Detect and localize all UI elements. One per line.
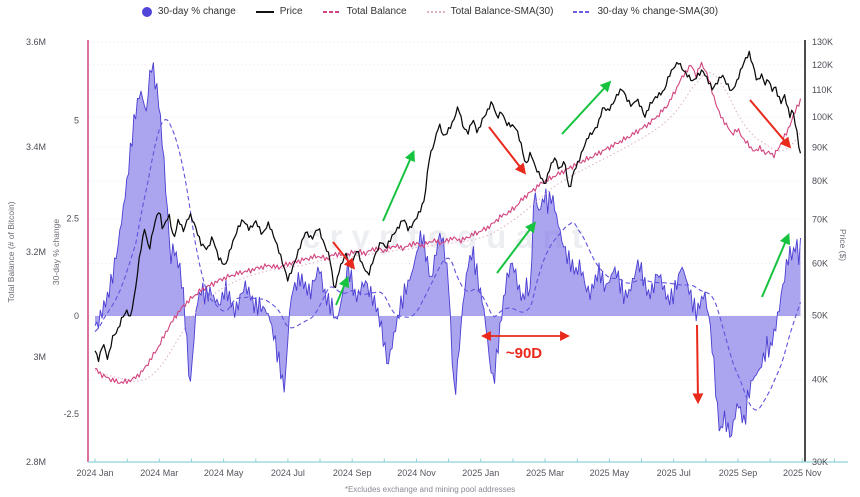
legend-item-30d-change[interactable]: 30-day % change <box>141 6 236 17</box>
month-label: 2024 Jul <box>271 468 305 478</box>
pct-change-dot-icon <box>141 6 152 17</box>
downtrend-arrow <box>332 241 356 270</box>
uptrend-arrow <box>335 275 350 306</box>
downtrend-arrow <box>749 99 792 149</box>
pct-change-sma-line-icon <box>573 10 592 13</box>
balance-tick-label: 3M <box>33 352 46 362</box>
total-balance-sma-line <box>94 72 801 382</box>
uptrend-arrow <box>496 221 536 274</box>
pct-tick-label: 0 <box>74 311 79 321</box>
month-label: 2025 Mar <box>526 468 564 478</box>
month-label: 2025 Jan <box>462 468 499 478</box>
downtrend-arrow <box>488 126 527 175</box>
price-tick-label: 110K <box>812 85 832 95</box>
legend-label: Total Balance <box>346 6 407 17</box>
total-balance-sma-line-icon <box>426 10 445 13</box>
price-axis-title: Price ($) <box>838 229 848 261</box>
price-tick-label: 30K <box>812 457 828 467</box>
balance-tick-label: 3.4M <box>26 142 46 152</box>
balance-tick-label: 2.8M <box>26 457 46 467</box>
legend-label: Price <box>279 6 303 17</box>
month-label: 2024 Nov <box>397 468 436 478</box>
chart-footnote: *Excludes exchange and mining pool addre… <box>344 485 516 494</box>
duration-label: ~90D <box>506 345 542 362</box>
legend-item-price[interactable]: Price <box>255 6 303 17</box>
price-tick-label: 60K <box>812 259 828 269</box>
pct-tick-label: 5 <box>74 116 79 126</box>
legend-label: 30-day % change-SMA(30) <box>597 6 719 17</box>
uptrend-arrow <box>561 80 612 135</box>
month-label: 2025 Jul <box>657 468 691 478</box>
price-tick-label: 50K <box>812 311 828 321</box>
month-label: 2025 May <box>590 468 630 478</box>
chart-legend: 30-day % change Price Total Balance Tota… <box>0 6 860 17</box>
month-label: 2024 Sep <box>333 468 372 478</box>
price-tick-label: 100K <box>812 112 833 122</box>
uptrend-arrow <box>761 232 791 298</box>
pct-axis-title: 30-day % change <box>51 219 61 285</box>
price-line <box>94 50 802 363</box>
legend-label: 30-day % change <box>157 6 236 17</box>
price-tick-label: 70K <box>812 214 828 224</box>
month-label: 2024 Mar <box>140 468 178 478</box>
price-tick-label: 120K <box>812 60 833 70</box>
month-label: 2024 Jan <box>76 468 113 478</box>
total-balance-line-icon <box>322 10 341 13</box>
balance-tick-label: 3.2M <box>26 247 46 257</box>
pct-change-area <box>95 62 801 438</box>
price-tick-label: 130K <box>812 37 833 47</box>
price-tick-label: 40K <box>812 375 828 385</box>
balance-tick-label: 3.6M <box>26 37 46 47</box>
price-tick-label: 80K <box>812 176 828 186</box>
downtrend-arrow <box>692 324 704 405</box>
price-line-icon <box>255 10 274 13</box>
legend-item-total-balance-sma[interactable]: Total Balance-SMA(30) <box>426 6 554 17</box>
pct-tick-label: -2.5 <box>63 409 79 419</box>
legend-label: Total Balance-SMA(30) <box>450 6 554 17</box>
pct-change-sma-line <box>94 118 802 411</box>
pct-tick-label: 2.5 <box>66 213 79 223</box>
month-label: 2024 May <box>204 468 244 478</box>
month-label: 2025 Sep <box>719 468 758 478</box>
month-label: 2025 Nov <box>783 468 822 478</box>
legend-item-30d-change-sma[interactable]: 30-day % change-SMA(30) <box>573 6 718 17</box>
total-balance-line <box>94 61 802 385</box>
uptrend-arrow <box>382 149 415 222</box>
legend-item-total-balance[interactable]: Total Balance <box>322 6 407 17</box>
balance-axis-title: Total Balance (# of Bitcoin) <box>6 201 16 302</box>
price-tick-label: 90K <box>812 142 828 152</box>
